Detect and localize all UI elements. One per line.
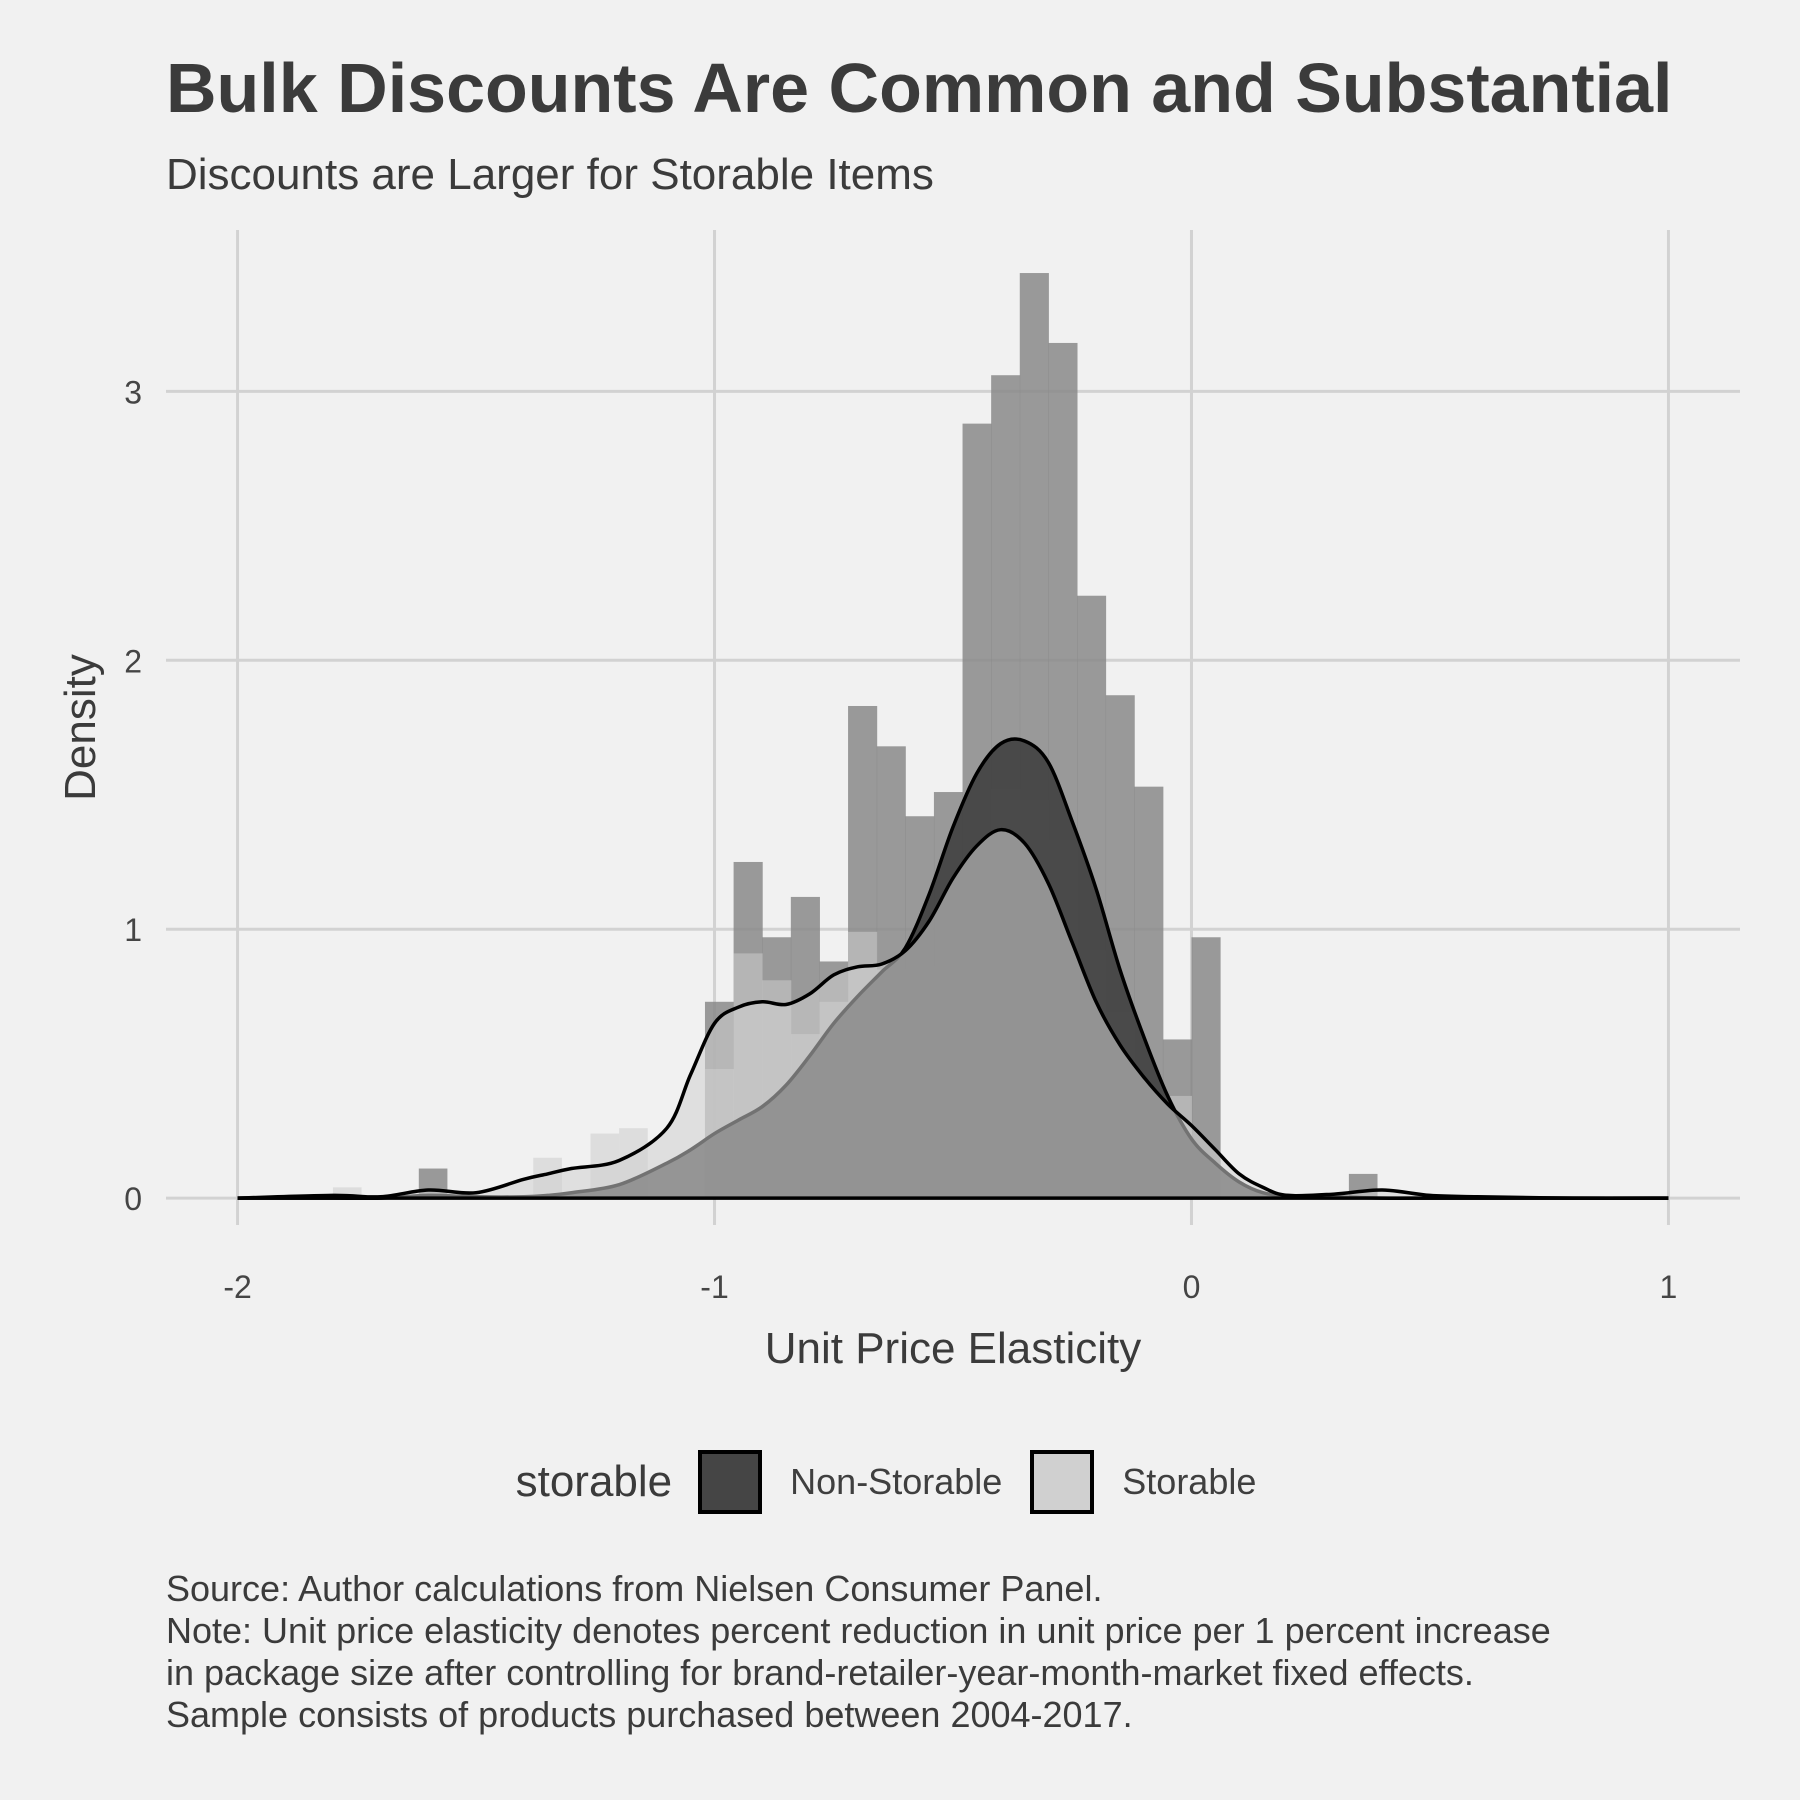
caption: Source: Author calculations from Nielsen… (166, 1568, 1551, 1736)
x-axis-title: Unit Price Elasticity (765, 1324, 1142, 1373)
density-area-storable (237, 829, 1669, 1199)
x-tick-label: 0 (1183, 1269, 1201, 1305)
density-curves (237, 737, 1669, 1201)
caption-line: Sample consists of products purchased be… (166, 1694, 1133, 1735)
legend: storable Non-Storable Storable (0, 1450, 1800, 1514)
x-tick-label: 1 (1660, 1269, 1678, 1305)
y-tick-label: 1 (124, 912, 142, 948)
plot-area: -2 -1 0 1 0 1 2 3 Unit Price Elasticity Density (56, 230, 1740, 1373)
y-tick-label: 2 (124, 643, 142, 679)
legend-label-storable: Storable (1122, 1461, 1257, 1502)
caption-line: Source: Author calculations from Nielsen… (166, 1568, 1103, 1609)
legend-item-storable: Storable (1030, 1450, 1256, 1514)
legend-key-storable (1030, 1450, 1095, 1514)
chart-title: Bulk Discounts Are Common and Substantia… (166, 49, 1673, 127)
y-axis-title: Density (56, 654, 105, 801)
chart-subtitle: Discounts are Larger for Storable Items (166, 150, 934, 199)
legend-title: storable (515, 1457, 673, 1506)
legend-key-non-storable (698, 1450, 763, 1514)
x-tick-label: -1 (700, 1269, 728, 1305)
y-tick-label: 0 (124, 1181, 142, 1217)
legend-label-non-storable: Non-Storable (790, 1461, 1003, 1502)
tick-labels: -2 -1 0 1 0 1 2 3 (124, 374, 1677, 1305)
x-tick-label: -2 (223, 1269, 251, 1305)
caption-line: in package size after controlling for br… (166, 1652, 1474, 1693)
density-line-storable (237, 827, 1669, 1200)
legend-item-non-storable: Non-Storable (698, 1450, 1002, 1514)
histogram-bar (332, 1187, 362, 1199)
caption-line: Note: Unit price elasticity denotes perc… (166, 1610, 1551, 1651)
y-tick-label: 3 (124, 374, 142, 410)
